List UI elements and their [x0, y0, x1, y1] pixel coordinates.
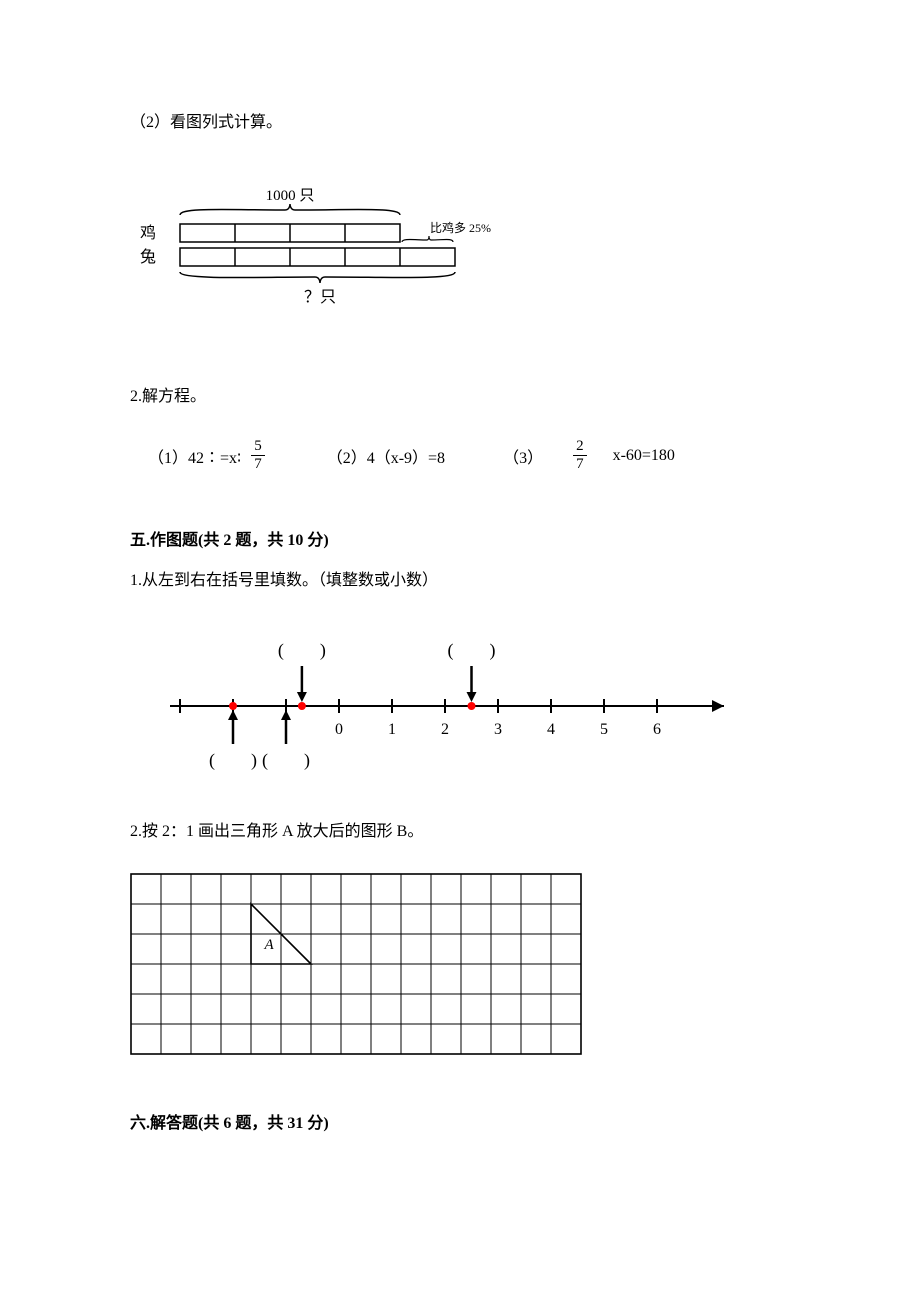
equation-2: （2）4（x-9）=8 [327, 444, 445, 468]
svg-text:( ): ( ) [448, 640, 496, 661]
svg-text:6: 6 [653, 721, 661, 738]
section5-q1-label: 1.从左到右在括号里填数。（填整数或小数） [130, 568, 790, 594]
equation-3: （3） 2 7 x-60=180 [503, 439, 675, 472]
section5-heading: 五.作图题(共 2 题，共 10 分) [130, 528, 790, 554]
eq1-prefix: （1）42∶=x∶ [148, 444, 241, 468]
eq3-prefix: （3） [503, 444, 543, 468]
section5-q2-label: 2.按 2：1 画出三角形 A 放大后的图形 B。 [130, 819, 790, 845]
svg-text:( ): ( ) [209, 750, 257, 771]
svg-text:5: 5 [600, 721, 608, 738]
svg-text:( ): ( ) [278, 640, 326, 661]
q1-q2-label: 2.解方程。 [130, 384, 790, 410]
svg-text:4: 4 [547, 721, 555, 738]
row1-label: 鸡 [140, 224, 156, 242]
q1-part2-label: （2）看图列式计算。 [130, 110, 790, 136]
eq3-suffix: x-60=180 [613, 447, 675, 465]
svg-text:3: 3 [494, 721, 502, 738]
q1-bar-diagram: 1000 只 鸡 兔 比鸡多 25% [130, 180, 510, 340]
equation-1: （1）42∶=x∶ 5 7 [148, 439, 269, 472]
right-annotation: 比鸡多 25% [430, 220, 491, 235]
number-line: 0123456( )( )( )( ) [150, 621, 740, 791]
section6-heading: 六.解答题(共 6 题，共 31 分) [130, 1111, 790, 1137]
svg-text:A: A [264, 937, 275, 953]
svg-text:2: 2 [441, 721, 449, 738]
eq3-fraction: 2 7 [573, 439, 587, 472]
svg-text:0: 0 [335, 721, 343, 738]
svg-text:( ): ( ) [262, 750, 310, 771]
row2-label: 兔 [140, 248, 156, 266]
svg-text:1: 1 [388, 721, 396, 738]
top-label: 1000 只 [266, 188, 315, 204]
eq1-fraction: 5 7 [251, 439, 265, 472]
triangle-grid: A [130, 873, 582, 1055]
bottom-label: ？只 [304, 289, 336, 306]
